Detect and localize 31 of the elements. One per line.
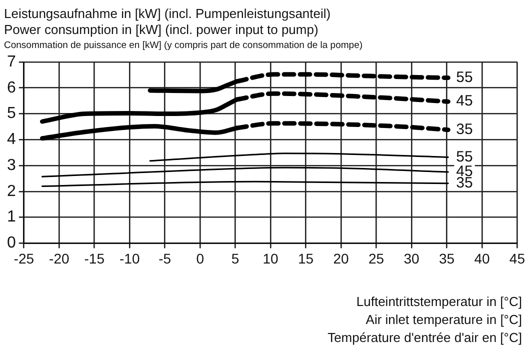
x-tick-label: -5 [158,250,172,266]
x-tick-label: 30 [404,250,420,266]
y-tick-label: 4 [6,131,16,148]
y-tick-label: 6 [6,79,16,96]
x-tick-label: -20 [49,250,70,266]
y-tick-label: 0 [6,234,16,252]
line-series [149,152,449,162]
y-tick-label: 2 [6,182,16,200]
x-tick-label: -10 [119,250,140,266]
x-tick-label: 20 [333,250,350,266]
series-label: 55 [456,148,473,166]
x-tick-label: 45 [509,250,526,266]
series-label: 45 [456,92,473,110]
y-tick-label: 5 [6,105,16,122]
y-tick-label: 3 [6,156,16,174]
series-label: 55 [456,68,473,86]
y-tick-label: 7 [6,53,16,70]
x-tick-label: 25 [368,250,384,266]
x-tick-label: 15 [298,250,314,266]
line-series [41,166,449,178]
x-tick-label: -15 [84,250,105,266]
y-tick-label: 1 [6,208,16,226]
x-axis-title: Lufteintrittstemperatur in [°C] Air inlet temperature in [°C] Température d'entrée d'air en [°C] [328,293,522,347]
y-axis-title: Leistungsaufnahme in [kW] (incl. Pumpenleistungsanteil) Power consumption in [kW] (incl. power input to pump) Consommation de puissance en [kW] (y compris part de consommation de la pompe) [4,6,363,53]
x-tick-label: 5 [231,250,240,266]
x-tick-label: 35 [438,250,455,266]
x-tick-label: 10 [262,250,279,266]
x-tick-label: 0 [196,250,204,266]
series-label: 35 [456,120,473,138]
x-tick-label: 40 [474,250,490,266]
x-tick-label: -25 [14,250,34,266]
